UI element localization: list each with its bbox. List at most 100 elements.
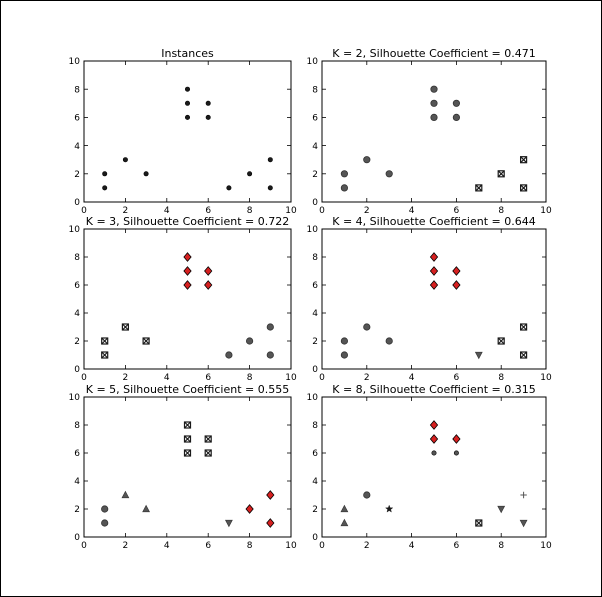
y-tick-label: 4 (312, 309, 318, 319)
data-point (101, 505, 109, 513)
x-tick-label: 4 (164, 373, 170, 383)
y-tick-label: 10 (69, 225, 81, 235)
chart-title: K = 2, Silhouette Coefficient = 0.471 (332, 47, 536, 60)
data-point (122, 157, 128, 163)
data-point (204, 266, 213, 276)
data-point (266, 518, 275, 528)
data-point (143, 171, 149, 177)
x-tick-label: 10 (285, 373, 297, 383)
x-tick-label: 2 (123, 373, 129, 383)
data-point (102, 185, 108, 191)
data-point (429, 434, 439, 444)
y-tick-label: 2 (312, 337, 318, 347)
data-point (452, 99, 460, 107)
x-tick-label: 0 (319, 373, 325, 383)
data-point (452, 113, 460, 122)
data-point (340, 170, 348, 178)
data-point (183, 252, 192, 262)
x-tick-label: 8 (498, 206, 504, 216)
x-tick-label: 8 (247, 541, 253, 551)
y-tick-label: 2 (74, 170, 80, 180)
data-point (183, 266, 192, 276)
x-tick-label: 4 (164, 541, 170, 551)
data-point (205, 100, 211, 106)
scatter-subplot-1: Instances 0 2 4 6 8 10 0 2 4 6 8 10 (69, 47, 297, 216)
y-tick-label: 6 (74, 449, 80, 459)
data-point (430, 85, 438, 93)
data-point (142, 337, 150, 345)
data-point (205, 114, 211, 120)
data-point (340, 518, 349, 527)
x-tick-label: 6 (205, 373, 211, 383)
x-tick-label: 4 (409, 541, 415, 551)
y-tick-label: 4 (312, 142, 318, 152)
data-point (497, 505, 506, 514)
chart-title: K = 8, Silhouette Coefficient = 0.315 (332, 383, 536, 396)
data-point (101, 519, 109, 527)
data-point (142, 504, 150, 513)
y-tick-label: 6 (312, 281, 318, 291)
data-point (266, 490, 275, 500)
x-tick-label: 2 (123, 206, 129, 216)
data-point (101, 337, 109, 345)
data-point (430, 113, 438, 122)
data-point (474, 351, 483, 360)
data-point (225, 351, 233, 359)
x-tick-label: 10 (540, 206, 552, 216)
data-point (185, 100, 191, 106)
chart-title: K = 4, Silhouette Coefficient = 0.644 (332, 215, 536, 228)
y-tick-label: 0 (74, 533, 80, 543)
data-point (226, 185, 232, 191)
x-tick-label: 0 (81, 373, 87, 383)
data-point (429, 280, 439, 290)
y-tick-label: 2 (312, 505, 318, 515)
data-point (429, 420, 439, 430)
data-point (340, 504, 349, 513)
x-tick-label: 8 (498, 541, 504, 551)
x-tick-label: 6 (454, 206, 460, 216)
x-tick-label: 8 (247, 373, 253, 383)
data-point (204, 449, 212, 457)
data-point (101, 351, 109, 359)
data-point (121, 323, 130, 331)
y-tick-label: 4 (74, 477, 80, 487)
data-point (266, 351, 274, 359)
data-point (452, 434, 461, 444)
data-point (185, 114, 191, 120)
x-tick-label: 2 (364, 206, 370, 216)
data-point (340, 351, 348, 359)
y-tick-label: 10 (307, 225, 319, 235)
x-tick-label: 6 (205, 206, 211, 216)
data-point (185, 86, 191, 92)
data-point (519, 323, 528, 331)
data-point (266, 323, 274, 331)
y-tick-label: 2 (74, 505, 80, 515)
axes-frame (321, 60, 547, 203)
y-tick-label: 10 (69, 393, 81, 403)
y-tick-label: 0 (74, 365, 80, 375)
data-point (247, 171, 253, 177)
scatter-subplot-5: K = 5, Silhouette Coefficient = 0.555 0 2 4… (69, 383, 297, 551)
y-tick-label: 6 (312, 449, 318, 459)
scatter-subplot-2: K = 2, Silhouette Coefficient = 0.471 0 2 4… (307, 47, 552, 216)
axes-frame (83, 228, 292, 370)
data-point (102, 171, 108, 177)
data-point (340, 337, 348, 345)
y-tick-label: 0 (312, 198, 318, 208)
data-point (363, 491, 371, 499)
data-point (431, 450, 437, 456)
axes-frame (321, 396, 547, 538)
data-point (519, 184, 528, 192)
y-tick-label: 6 (312, 114, 318, 124)
data-point (385, 170, 393, 178)
y-tick-label: 10 (69, 57, 81, 67)
data-point (183, 280, 192, 290)
data-point (519, 351, 528, 359)
y-tick-label: 8 (312, 421, 318, 431)
y-tick-label: 10 (307, 57, 319, 67)
data-point (204, 435, 212, 443)
data-point (519, 519, 528, 528)
x-tick-label: 10 (285, 206, 297, 216)
data-point (452, 266, 461, 276)
